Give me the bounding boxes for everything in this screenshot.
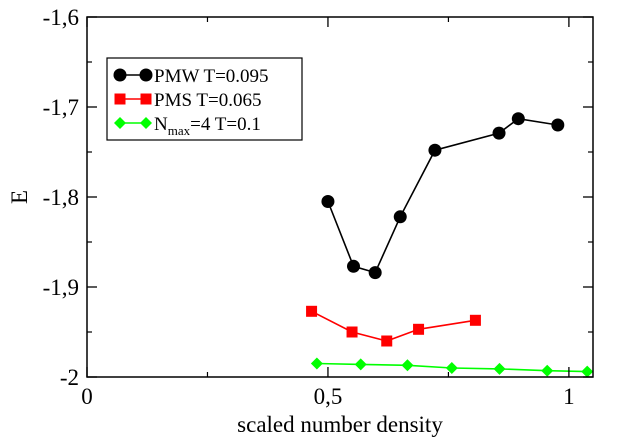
y-axis-label: E <box>7 190 32 204</box>
data-point <box>493 362 506 375</box>
y-tick-label: -2 <box>60 365 79 390</box>
legend-marker <box>114 93 126 105</box>
legend-marker <box>113 68 127 82</box>
data-point <box>581 365 594 378</box>
series-2 <box>306 305 481 347</box>
series-line <box>327 117 558 274</box>
data-point <box>346 259 360 273</box>
legend-item: PMW T=0.095 <box>113 66 269 87</box>
data-point <box>393 210 407 224</box>
legend-label: PMS T=0.065 <box>154 90 262 111</box>
legend-marker <box>140 117 152 129</box>
data-point <box>401 359 414 372</box>
data-point <box>321 195 335 208</box>
legend-label: PMW T=0.095 <box>154 66 269 87</box>
y-tick-label: -1,7 <box>43 95 79 120</box>
data-point <box>354 358 367 371</box>
y-tick-label: -1,9 <box>43 275 79 300</box>
data-point <box>413 323 425 335</box>
x-tick-label: 1 <box>563 384 575 409</box>
legend-marker <box>114 117 126 129</box>
series-3 <box>310 357 594 378</box>
data-point <box>445 362 458 374</box>
x-tick-label: 0,5 <box>314 384 343 409</box>
data-point <box>492 126 506 140</box>
y-tick-label: -1,8 <box>43 185 79 210</box>
data-point <box>541 364 554 377</box>
legend-marker <box>140 93 152 105</box>
data-point <box>511 112 525 126</box>
data-point <box>469 314 481 326</box>
axes: 0 0,5 1 -2 -1,9 -1,8 -1,7 -1,6 <box>43 5 593 409</box>
data-point <box>306 305 318 317</box>
x-tick-label: 0 <box>81 384 93 409</box>
data-point <box>381 335 393 347</box>
legend-item: Nmax=4 T=0.1 <box>114 114 261 138</box>
data-point <box>551 118 565 132</box>
data-point <box>428 143 442 157</box>
y-tick-label: -1,6 <box>43 5 79 30</box>
series-line <box>311 310 476 342</box>
x-axis-label: scaled number density <box>237 412 443 437</box>
legend-item: PMS T=0.065 <box>114 90 262 111</box>
legend-label: Nmax=4 T=0.1 <box>154 114 261 138</box>
legend: PMW T=0.095 PMS T=0.065 Nmax=4 T=0.1 <box>106 57 303 141</box>
plot-marks <box>306 112 594 378</box>
data-point <box>310 357 323 370</box>
series-1 <box>321 112 565 280</box>
data-point <box>368 266 382 280</box>
legend-marker <box>139 68 153 82</box>
data-point <box>346 326 358 338</box>
